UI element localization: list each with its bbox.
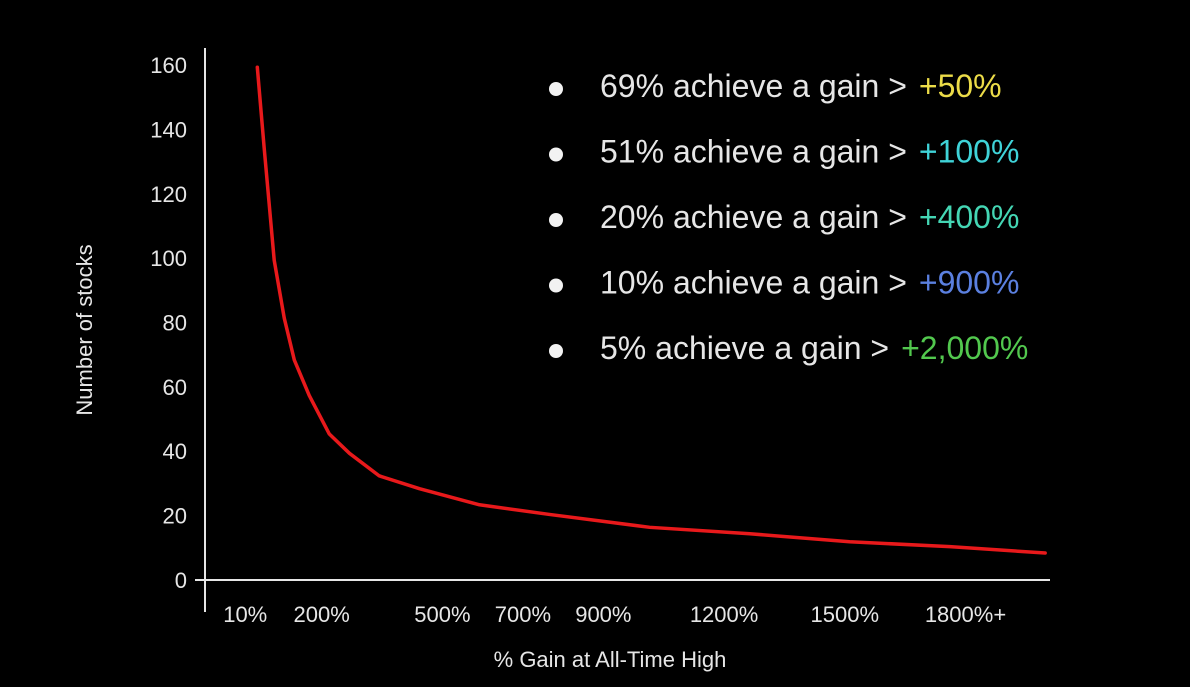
y-tick-label: 160 <box>150 53 187 78</box>
x-tick-label: 500% <box>414 602 470 627</box>
bullet <box>549 344 563 358</box>
annotation-highlight: +100% <box>919 134 1020 170</box>
annotation-text: 5% achieve a gain > <box>600 330 889 366</box>
x-tick-label: 1500% <box>811 602 880 627</box>
x-tick-label: 1200% <box>690 602 759 627</box>
x-tick-label: 200% <box>294 602 350 627</box>
y-tick-label: 0 <box>175 568 187 593</box>
y-axis-label: Number of stocks <box>72 244 97 415</box>
bullet <box>549 147 563 162</box>
y-tick-label: 120 <box>150 182 187 207</box>
y-tick-label: 20 <box>163 503 187 528</box>
y-tick-label: 80 <box>163 310 187 335</box>
bullet <box>549 278 563 293</box>
annotation: 51% achieve a gain > +100% <box>600 134 1019 170</box>
annotation-text: 20% achieve a gain > <box>600 199 907 235</box>
annotation-highlight: +900% <box>919 265 1020 301</box>
annotation-highlight: +50% <box>919 68 1002 104</box>
annotation-text: 10% achieve a gain > <box>600 265 907 301</box>
y-tick-label: 40 <box>163 439 187 464</box>
annotation-text: 69% achieve a gain > <box>600 68 907 104</box>
y-tick-label: 100 <box>150 246 187 271</box>
x-axis-label: % Gain at All-Time High <box>494 647 727 672</box>
bullet <box>549 82 563 96</box>
x-tick-label: 900% <box>575 602 631 627</box>
x-tick-label: 1800%+ <box>925 602 1006 627</box>
x-tick-label: 700% <box>495 602 551 627</box>
annotation: 10% achieve a gain > +900% <box>600 265 1019 301</box>
annotation-highlight: +400% <box>919 199 1020 235</box>
y-tick-label: 60 <box>163 375 187 400</box>
annotation: 5% achieve a gain > +2,000% <box>600 330 1028 366</box>
annotation-highlight: +2,000% <box>901 330 1028 366</box>
annotation: 69% achieve a gain > +50% <box>600 68 1002 104</box>
annotation-text: 51% achieve a gain > <box>600 134 907 170</box>
annotation: 20% achieve a gain > +400% <box>600 199 1019 235</box>
x-tick-label: 10% <box>223 602 267 627</box>
y-tick-label: 140 <box>150 117 187 142</box>
bullet <box>549 213 563 227</box>
data-line <box>255 65 1047 555</box>
